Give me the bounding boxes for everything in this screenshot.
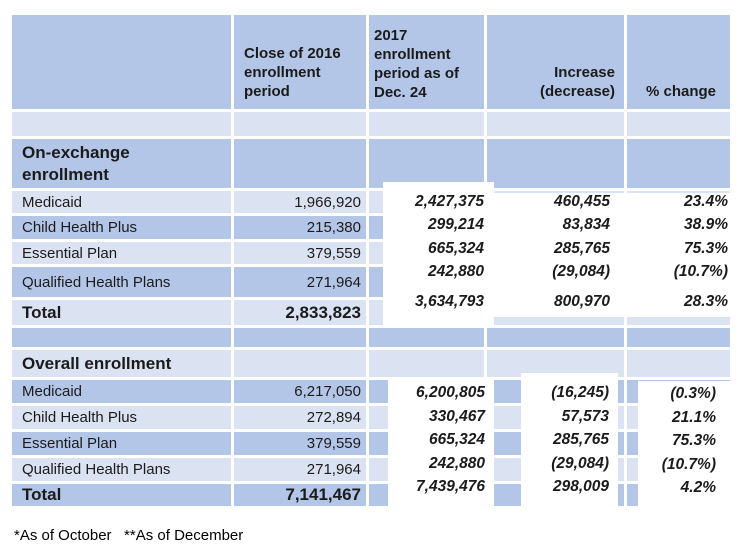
close-2016-value: 215,380 [234,216,366,239]
empty-cell [487,139,624,188]
spacer-cell [234,328,366,347]
on-exchange-updated-values: 2,427,375 460,455 23.4% 299,214 83,834 38.9% 6… [383,190,728,314]
updated-increase-value: (29,084) [551,454,609,472]
updated-2017-value: 3,634,793 [415,292,484,310]
updated-2017-value: 7,439,476 [416,478,485,495]
updated-2017-value: 242,880 [427,263,484,281]
empty-cell [234,350,366,377]
updated-values-row: 3,634,793 800,970 28.3% [383,290,728,314]
updated-2017-value: 2,427,375 [415,192,484,210]
row-label: Child Health Plus [12,406,231,429]
column-header-increase: Increase (decrease) [487,15,624,109]
total-close-2016-value: 7,141,467 [234,484,366,506]
updated-pct-value: 38.9% [684,216,728,234]
close-2016-value: 271,964 [234,458,366,481]
row-label: Essential Plan [12,242,231,264]
updated-pct-value: (10.7%) [673,263,728,281]
row-label: Child Health Plus [12,216,231,239]
section-title: Overall enrollment [12,350,231,377]
updated-increase-value: 460,455 [553,192,610,210]
total-close-2016-value: 2,833,823 [234,300,366,325]
updated-values-row: 242,880 (29,084) (10.7%) [383,261,728,285]
updated-pct-value: 75.3% [672,432,716,449]
white-patch-increase-pct [494,193,730,317]
spacer-cell [487,328,624,347]
row-label: Qualified Health Plans [12,267,231,297]
updated-pct-value: 21.1% [672,408,716,426]
close-2016-value: 379,559 [234,432,366,455]
updated-pct-value: 23.4% [684,192,728,210]
updated-increase-value: 285,765 [552,431,609,448]
spacer-cell [369,328,484,347]
spacer-cell [369,112,484,136]
spacer-cell [487,112,624,136]
updated-increase-value: 285,765 [553,239,610,257]
footnote: *As of October **As of December [14,527,244,544]
close-2016-value: 272,894 [234,406,366,429]
updated-increase-value: (29,084) [552,263,610,281]
updated-pct-value: 4.2% [680,479,716,496]
empty-cell [627,139,730,188]
updated-values-row: 2,427,375 460,455 23.4% [383,190,728,214]
updated-2017-value: 330,467 [428,407,485,425]
empty-cell [369,139,484,188]
updated-values-row: 299,214 83,834 38.9% [383,214,728,238]
spacer-cell [627,328,730,347]
total-label: Total [12,484,231,506]
section-title: On-exchange enrollment [12,139,231,188]
row-label: Qualified Health Plans [12,458,231,481]
updated-pct-value: (10.7%) [661,455,716,473]
spacer-cell [234,112,366,136]
empty-cell [369,350,484,377]
close-2016-value: 379,559 [234,242,366,264]
close-2016-value: 271,964 [234,267,366,297]
close-2016-value: 1,966,920 [234,191,366,213]
row-label: Medicaid [12,380,231,403]
updated-2017-value: 665,324 [427,239,484,257]
empty-cell [487,350,624,377]
header-corner-blank [12,15,231,109]
updated-pct-value: (0.3%) [670,385,716,402]
updated-pct-value: 75.3% [684,239,728,257]
spacer-cell [627,112,730,136]
spacer-cell [12,328,231,347]
updated-pct-value: 28.3% [684,292,728,310]
close-2016-value: 6,217,050 [234,380,366,403]
updated-increase-value: 57,573 [561,407,609,425]
updated-increase-value: 800,970 [553,292,610,310]
updated-2017-value: 6,200,805 [416,384,485,401]
overall-updated-increase-values: (16,245) 57,573 285,765 (29,084) 298,009 [521,373,618,507]
updated-values-row: 665,324 285,765 75.3% [383,237,728,261]
column-header-pct-change: % change [627,15,730,109]
updated-increase-value: 83,834 [562,216,610,234]
updated-increase-value: 298,009 [552,478,609,495]
empty-cell [627,350,730,377]
white-patch-2017-column [383,182,494,325]
updated-increase-value: (16,245) [551,384,609,401]
column-header-2017-period: 2017 enrollment period as of Dec. 24 [369,15,484,109]
empty-cell [234,139,366,188]
overall-updated-pct-values: (0.3%) 21.1% 75.3% (10.7%) 4.2% [638,381,730,508]
row-label: Medicaid [12,191,231,213]
updated-2017-value: 665,324 [428,431,485,448]
enrollment-table: Close of 2016 enrollment period 2017 enro… [12,15,730,506]
updated-2017-value: 299,214 [427,216,484,234]
row-label: Essential Plan [12,432,231,455]
column-header-close-2016: Close of 2016 enrollment period [234,15,366,109]
spacer-cell [12,112,231,136]
overall-updated-2017-values: 6,200,805 330,467 665,324 242,880 7,439,476 [388,379,494,508]
updated-2017-value: 242,880 [428,454,485,472]
total-label: Total [12,300,231,325]
